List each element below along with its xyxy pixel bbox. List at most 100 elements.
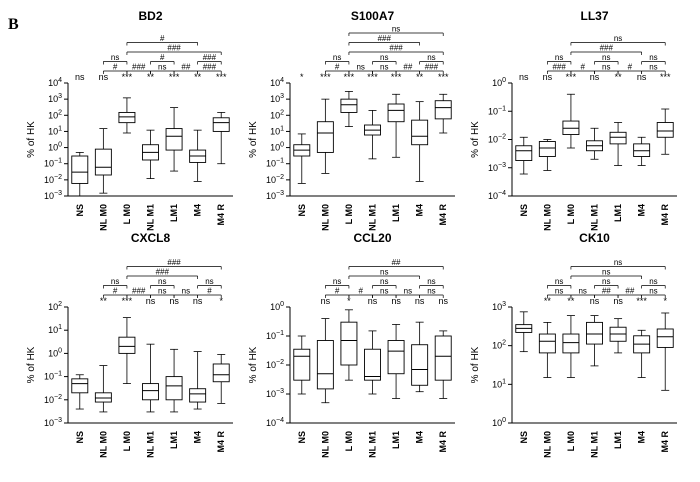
- box-iqr: [189, 388, 207, 403]
- chart-title: CCL20: [353, 231, 391, 245]
- y-tick-base: 10: [492, 418, 502, 428]
- y-tick-exponent: −1: [54, 158, 62, 165]
- box-iqr: [538, 141, 556, 157]
- bracket-label: ##: [625, 287, 634, 296]
- x-tick-label: L M0: [122, 431, 132, 451]
- significance-vs-ns: ***: [122, 72, 133, 82]
- bracket-label: #: [160, 53, 165, 62]
- significance-vs-ns: ns: [321, 296, 331, 306]
- y-tick-exponent: 2: [502, 340, 506, 347]
- bracket-label: ns: [602, 63, 610, 72]
- y-tick-base: 10: [270, 94, 280, 104]
- bracket-label: ###: [378, 34, 392, 43]
- y-tick-exponent: −2: [276, 174, 284, 181]
- y-tick-label: 104: [270, 77, 284, 88]
- x-tick-label: M4: [637, 431, 647, 444]
- y-tick-base: 10: [492, 341, 502, 351]
- y-tick-base: 10: [488, 106, 498, 116]
- significance-vs-ns: **: [416, 72, 424, 82]
- y-tick-label: 10−2: [44, 174, 62, 185]
- significance-vs-ns: ***: [320, 72, 331, 82]
- box-iqr: [411, 119, 429, 146]
- y-tick-exponent: −3: [54, 190, 62, 197]
- bracket-label: ns: [602, 277, 610, 286]
- significance-vs-ns: ns: [169, 296, 179, 306]
- y-tick-exponent: 0: [280, 301, 284, 308]
- box-iqr: [562, 333, 580, 354]
- x-tick-label: M4 R: [438, 204, 448, 226]
- y-tick-base: 10: [266, 191, 276, 201]
- box-iqr: [165, 128, 183, 151]
- box-iqr: [293, 348, 311, 381]
- significance-vs-ns: *: [219, 296, 223, 306]
- x-tick-label: M4: [415, 431, 425, 444]
- y-tick-exponent: 2: [280, 109, 284, 116]
- y-tick-label: 10−3: [44, 417, 62, 428]
- x-tick-label: LM1: [391, 204, 401, 222]
- box-iqr: [586, 321, 603, 345]
- box-iqr: [387, 103, 405, 123]
- y-axis-label: % of HK: [26, 346, 37, 383]
- significance-vs-ns: ns: [99, 72, 109, 82]
- y-tick-base: 10: [48, 302, 58, 312]
- y-tick-label: 10−2: [266, 174, 284, 185]
- y-tick-base: 10: [488, 135, 498, 145]
- box-iqr: [340, 321, 358, 366]
- bracket-label: ###: [132, 63, 146, 72]
- box-iqr: [118, 111, 136, 124]
- y-tick-label: 104: [48, 77, 62, 88]
- y-tick-label: 10−3: [266, 190, 284, 201]
- significance-vs-ns: ns: [519, 72, 529, 82]
- y-tick-base: 10: [44, 395, 54, 405]
- bracket-label: ###: [203, 63, 217, 72]
- y-tick-label: 10−1: [488, 105, 506, 116]
- y-tick-base: 10: [488, 163, 498, 173]
- x-tick-label: NS: [297, 431, 307, 444]
- bracket-label: ##: [181, 63, 190, 72]
- box-iqr: [538, 333, 556, 354]
- x-tick-label: M4: [193, 431, 203, 444]
- bracket-label: ###: [552, 63, 566, 72]
- box-iqr: [411, 344, 429, 386]
- bracket-label: ns: [158, 287, 166, 296]
- y-tick-exponent: 0: [280, 142, 284, 149]
- y-axis-label: % of HK: [248, 346, 259, 383]
- significance-vs-ns: ns: [415, 296, 425, 306]
- bracket-label: #: [113, 63, 118, 72]
- y-tick-label: 10−2: [266, 359, 284, 370]
- bracket-label: ns: [614, 258, 622, 267]
- panel-letter: B: [8, 16, 19, 33]
- x-tick-label: M4 R: [216, 431, 226, 453]
- y-tick-base: 10: [270, 126, 280, 136]
- box-iqr: [71, 378, 89, 394]
- bracket-label: ns: [333, 277, 341, 286]
- y-tick-label: 101: [48, 125, 62, 136]
- significance-vs-ns: **: [615, 72, 623, 82]
- x-tick-label: NS: [75, 431, 85, 444]
- y-tick-exponent: −2: [54, 174, 62, 181]
- box-iqr: [609, 131, 627, 145]
- y-tick-exponent: −3: [498, 162, 506, 169]
- significance-vs-ns: ***: [636, 296, 647, 306]
- significance-vs-ns: ***: [391, 72, 402, 82]
- y-tick-base: 10: [44, 191, 54, 201]
- x-tick-label: NS: [519, 431, 529, 444]
- box-iqr: [364, 348, 381, 381]
- y-tick-label: 102: [48, 301, 62, 312]
- box-iqr: [656, 122, 674, 138]
- y-tick-base: 10: [492, 379, 502, 389]
- y-tick-exponent: −4: [498, 190, 506, 197]
- x-tick-label: M4 R: [660, 431, 670, 453]
- y-tick-label: 100: [492, 77, 506, 88]
- y-tick-exponent: −4: [276, 417, 284, 424]
- x-tick-label: NL M0: [98, 204, 108, 231]
- x-tick-label: L M0: [344, 431, 354, 451]
- y-tick-exponent: 2: [58, 109, 62, 116]
- bracket-label: #: [207, 287, 212, 296]
- bracket-label: ns: [649, 277, 657, 286]
- bracket-label: ###: [167, 258, 181, 267]
- y-tick-label: 10−4: [266, 417, 284, 428]
- bracket-label: ns: [555, 53, 563, 62]
- bracket-label: #: [580, 63, 585, 72]
- y-tick-exponent: 2: [58, 301, 62, 308]
